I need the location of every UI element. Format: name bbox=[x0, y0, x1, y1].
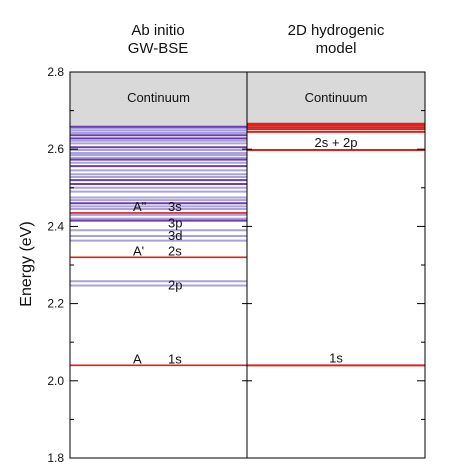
column-title-hydrogenic-line1: 2D hydrogenic bbox=[287, 22, 385, 39]
continuum-box-hydrogenic bbox=[247, 72, 425, 127]
column-title-gw-bse-line1: Ab initio bbox=[131, 22, 185, 39]
gw-bse-state-label-0: 1s bbox=[168, 351, 182, 366]
y-tick-label-2: 2.2 bbox=[47, 297, 64, 311]
continuum-label-gw-bse: Continuum bbox=[127, 90, 190, 105]
gw-bse-state-label-2: 3s bbox=[168, 199, 182, 214]
gw-bse-extra-label-2: 2p bbox=[168, 277, 182, 292]
gw-bse-exciton-marker-1: A' bbox=[133, 243, 144, 258]
gw-bse-state-label-1: 2s bbox=[168, 243, 182, 258]
continuum-label-hydrogenic: Continuum bbox=[305, 90, 368, 105]
continuum-box-gw-bse bbox=[70, 72, 247, 127]
y-tick-label-4: 2.6 bbox=[47, 142, 64, 156]
column-title-hydrogenic: 2D hydrogenic model bbox=[256, 22, 416, 58]
y-tick-label-1: 2.0 bbox=[47, 374, 64, 388]
y-tick-label-0: 1.8 bbox=[47, 451, 64, 465]
gw-bse-extra-label-0: 3p bbox=[168, 216, 182, 231]
y-tick-label-5: 2.8 bbox=[47, 65, 64, 79]
hydrogenic-state-label-0: 1s bbox=[329, 350, 343, 365]
hydrogenic-state-label-1: 2s + 2p bbox=[314, 135, 357, 150]
column-title-hydrogenic-line2: model bbox=[315, 40, 357, 57]
gw-bse-exciton-marker-2: A" bbox=[133, 199, 147, 214]
y-tick-label-3: 2.4 bbox=[47, 219, 64, 233]
gw-bse-exciton-marker-0: A bbox=[133, 351, 142, 366]
column-title-gw-bse-line2: GW-BSE bbox=[127, 40, 189, 57]
gw-bse-extra-label-1: 3d bbox=[168, 228, 182, 243]
column-title-gw-bse: Ab initio GW-BSE bbox=[88, 22, 228, 58]
